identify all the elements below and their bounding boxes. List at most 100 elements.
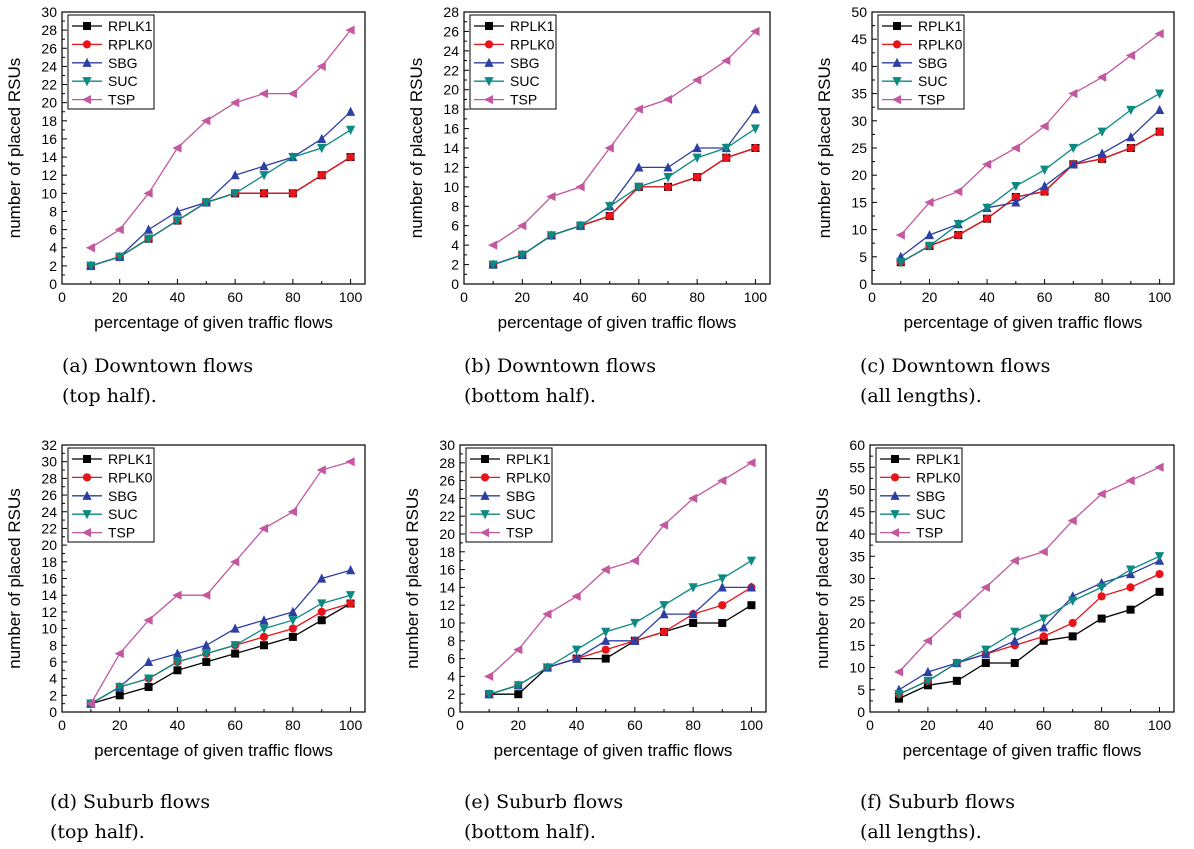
data-point [981,159,992,169]
data-point [1009,556,1019,566]
data-point [1010,627,1020,637]
series-line [90,461,351,705]
data-point [115,682,125,693]
data-point [692,153,702,163]
data-point [659,609,669,619]
data-point [514,690,523,699]
y-tick-label: 26 [41,487,57,503]
y-tick-label: 30 [851,113,867,129]
legend-label: RPLK0 [510,36,555,52]
data-point [717,476,727,486]
data-point [1067,516,1077,526]
x-tick-label: 100 [1148,717,1172,733]
legend-marker [83,455,91,463]
y-tick-label: 4 [49,240,57,256]
data-point [230,189,240,199]
legend-item-suc: SUC [72,73,138,89]
x-tick-label: 100 [744,289,768,305]
data-point [923,666,933,677]
legend: RPLK1 RPLK0 SBG SUC TSP [465,447,553,543]
data-point [895,230,905,240]
chart-panel-5: 0 20 40 60 80 100024681012141618202224262830p… [403,437,767,843]
y-tick-label: 18 [443,101,459,117]
y-tick-label: 8 [447,633,455,649]
x-tick-label: 100 [740,717,764,733]
data-point [1039,636,1048,645]
series-rplk1 [485,601,756,699]
y-axis-label: number of placed RSUs [403,488,422,668]
data-point [546,231,557,241]
data-point [721,143,731,154]
x-tick-label: 40 [978,717,994,733]
data-point [542,609,552,619]
y-tick-label: 12 [41,604,57,620]
data-point [605,202,615,212]
legend-marker [892,77,902,87]
y-tick-label: 60 [849,437,865,453]
data-point [689,619,698,627]
series-line [90,156,351,267]
data-point [601,627,611,637]
data-point [230,98,240,108]
x-tick-label: 60 [627,717,643,733]
legend-item-suc: SUC [880,506,946,522]
legend-label: RPLK1 [918,18,963,34]
y-tick-label: 2 [49,258,57,274]
data-point [1155,127,1164,136]
data-point [546,191,556,202]
data-point [172,206,183,216]
data-point [601,635,611,645]
legend-marker [892,40,902,49]
legend-label: SBG [510,55,540,71]
data-point [1068,632,1077,641]
legend-item-tsp: TSP [474,92,537,108]
legend-item-rplk1: RPLK1 [72,18,153,34]
y-tick-label: 12 [443,159,459,175]
data-point [924,197,934,207]
legend-marker [480,490,490,500]
x-tick-label: 20 [112,717,128,733]
series-tsp [484,458,756,681]
y-tick-label: 6 [447,651,455,667]
y-tick-label: 28 [443,4,459,20]
data-point [172,657,183,668]
data-point [751,143,760,153]
legend-box [67,447,155,543]
y-axis-label: number of placed RSUs [813,488,832,668]
y-tick-label: 5 [859,249,867,265]
x-tick-label: 0 [58,289,66,305]
y-tick-label: 26 [41,40,57,56]
legend-marker [483,95,494,105]
legend-marker [484,40,494,49]
series-line [898,591,1160,700]
data-point [1097,583,1107,593]
data-point [630,618,640,629]
data-point [1096,72,1107,82]
x-tick-label: 60 [1037,289,1053,305]
data-point [173,666,182,675]
legend-item-sbg: SBG [474,55,540,71]
data-point [172,143,182,153]
series-line [90,594,351,705]
legend-label: SBG [108,488,138,504]
y-axis-label: number of placed RSUs [407,58,426,238]
data-point [601,654,610,663]
data-point [1011,192,1020,202]
data-point [571,591,581,601]
y-tick-label: 20 [443,82,459,98]
data-point [718,619,727,627]
data-point [981,645,991,655]
legend-label: RPLK1 [108,451,153,467]
caption-line-2: (bottom half). [464,385,596,407]
x-axis-label: percentage of given traffic flows [903,741,1142,760]
legend-marker [82,77,92,87]
legend-label: TSP [918,92,945,108]
legend-marker [82,40,92,49]
data-point [634,162,644,172]
chart-panel-2: 0 20 40 60 80 1000246810121416182022242628per… [407,4,771,407]
data-point [980,582,990,592]
data-point [259,161,269,171]
legend-marker [890,490,900,500]
legend-item-rplk1: RPLK1 [474,18,555,34]
data-point [317,133,327,144]
